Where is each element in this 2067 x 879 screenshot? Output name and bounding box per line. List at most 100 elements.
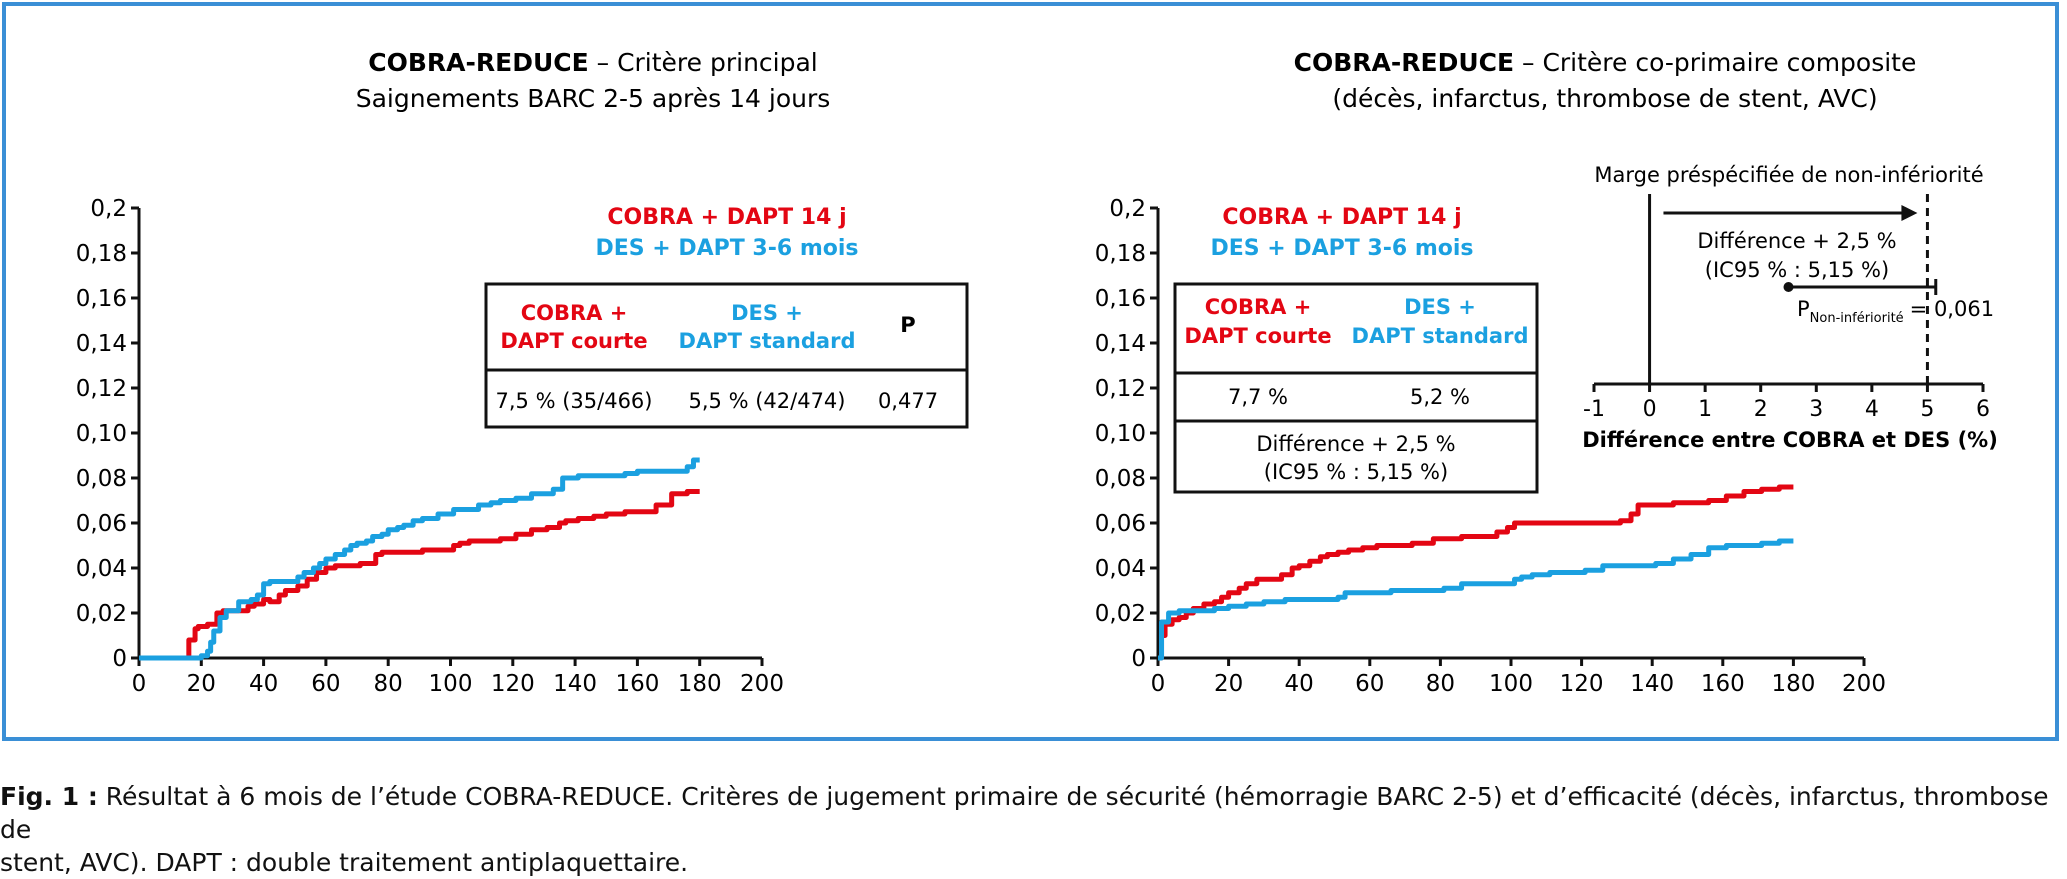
caption-line-1: Fig. 1 : Résultat à 6 mois de l’étude CO… [0, 780, 2067, 846]
inset-title: Marge préspécifiée de non-infériorité [1594, 163, 1983, 187]
x-tick-label: 120 [491, 671, 535, 697]
chart-right: COBRA-REDUCE – Critère co-primaire compo… [1095, 48, 1917, 697]
caption-label: Fig. 1 : [0, 782, 98, 811]
left-series-group [139, 457, 700, 661]
x-tick-label: 20 [187, 671, 216, 697]
chart-left: COBRA-REDUCE – Critère principal Saignem… [76, 48, 969, 697]
inset-p-label: PNon-infériorité = 0,061 [1797, 297, 1994, 326]
right-legend-cobra: COBRA + DAPT 14 j [1222, 205, 1461, 230]
figure-frame [2, 2, 2059, 741]
y-tick-label: 0,14 [1095, 331, 1146, 357]
left-table-header-cobra-2: DAPT courte [500, 329, 647, 353]
arrow-right-icon [1901, 205, 1918, 221]
x-tick-label: 20 [1214, 671, 1243, 697]
right-table-header-des-2: DAPT standard [1352, 324, 1529, 348]
x-tick-label: 80 [374, 671, 403, 697]
right-legend-des: DES + DAPT 3-6 mois [1210, 236, 1473, 261]
right-series-group [1158, 484, 1794, 661]
inset-x-axis: -1 0 1 2 3 4 5 6 [1583, 194, 1990, 422]
left-table-header-des-1: DES + [731, 301, 803, 325]
y-tick-label: 0,16 [1095, 286, 1146, 312]
x-tick-label: 40 [1285, 671, 1314, 697]
left-series-blue [139, 457, 700, 661]
y-tick-label: 0,04 [76, 556, 127, 582]
x-tick-label: 60 [311, 671, 340, 697]
y-tick-label: 0,06 [76, 511, 127, 537]
y-tick-label: 0 [112, 646, 127, 672]
left-series-red [139, 489, 700, 661]
y-tick-label: 0,02 [76, 601, 127, 627]
x-tick-label: 180 [1771, 671, 1815, 697]
inset-x-tick-label: 4 [1865, 397, 1879, 422]
right-results-table: COBRA + DAPT courte DES + DAPT standard … [1173, 282, 1539, 494]
right-table-header-des-1: DES + [1404, 295, 1476, 319]
figure-svg: COBRA-REDUCE – Critère principal Saignem… [76, 48, 1998, 697]
x-tick-label: 180 [678, 671, 722, 697]
y-tick-label: 0,18 [76, 241, 127, 267]
y-tick-label: 0,04 [1095, 556, 1146, 582]
x-tick-label: 100 [1489, 671, 1533, 697]
y-tick-label: 0,08 [76, 466, 127, 492]
right-table-diff-2: (IC95 % : 5,15 %) [1264, 460, 1448, 484]
left-table-cell-cobra: 7,5 % (35/466) [496, 389, 653, 413]
left-table-header-p: P [900, 313, 915, 337]
right-table-header-cobra-1: COBRA + [1205, 295, 1312, 319]
right-series-red [1158, 484, 1794, 661]
inset-x-tick-label: -1 [1583, 397, 1605, 422]
y-tick-label: 0,12 [1095, 376, 1146, 402]
chart-left-title: COBRA-REDUCE – Critère principal [368, 48, 818, 77]
left-table-header-cobra-1: COBRA + [521, 301, 628, 325]
x-tick-label: 160 [615, 671, 659, 697]
left-table-cell-des: 5,5 % (42/474) [689, 389, 846, 413]
inset-x-tick-label: 0 [1643, 397, 1657, 422]
x-tick-label: 160 [1701, 671, 1745, 697]
right-y-axis: 0 0,02 0,04 0,06 0,08 0,10 0,12 0,14 0,16 0,18 0,2 [1095, 196, 1160, 672]
y-tick-label: 0,08 [1095, 466, 1146, 492]
y-tick-label: 0,06 [1095, 511, 1146, 537]
inset-x-tick-label: 6 [1976, 397, 1990, 422]
noninferiority-inset: Marge préspécifiée de non-infériorité -1… [1582, 163, 1998, 452]
y-tick-label: 0,10 [1095, 421, 1146, 447]
inset-xlabel: Différence entre COBRA et DES (%) [1582, 428, 1998, 452]
x-tick-label: 40 [249, 671, 278, 697]
chart-right-title: COBRA-REDUCE – Critère co-primaire compo… [1294, 48, 1917, 77]
chart-right-subtitle: (décès, infarctus, thrombose de stent, A… [1332, 84, 1877, 113]
left-y-axis: 0 0,02 0,04 0,06 0,08 0,10 0,12 0,14 0,16 0,18 0,2 [76, 196, 141, 672]
left-legend-cobra: COBRA + DAPT 14 j [607, 205, 846, 230]
y-tick-label: 0,14 [76, 331, 127, 357]
y-tick-label: 0,2 [1109, 196, 1146, 222]
x-tick-label: 0 [1151, 671, 1166, 697]
caption-text-1: Résultat à 6 mois de l’étude COBRA-REDUC… [0, 782, 2049, 844]
y-tick-label: 0,10 [76, 421, 127, 447]
inset-x-tick-label: 5 [1920, 397, 1934, 422]
left-table-border [484, 282, 969, 429]
x-tick-label: 200 [1842, 671, 1886, 697]
left-results-table: COBRA + DAPT courte DES + DAPT standard … [484, 282, 969, 429]
inset-x-tick-label: 3 [1809, 397, 1823, 422]
right-table-border [1173, 282, 1539, 494]
y-tick-label: 0,02 [1095, 601, 1146, 627]
left-table-header-des-2: DAPT standard [679, 329, 856, 353]
inset-diff-line2: (IC95 % : 5,15 %) [1705, 258, 1889, 282]
x-tick-label: 140 [1630, 671, 1674, 697]
left-legend-des: DES + DAPT 3-6 mois [595, 236, 858, 261]
inset-point-estimate [1783, 282, 1794, 292]
x-tick-label: 200 [740, 671, 784, 697]
inset-diff-line1: Différence + 2,5 % [1697, 229, 1896, 253]
x-tick-label: 80 [1426, 671, 1455, 697]
y-tick-label: 0,12 [76, 376, 127, 402]
y-tick-label: 0,18 [1095, 241, 1146, 267]
x-tick-label: 0 [132, 671, 147, 697]
right-table-cell-des: 5,2 % [1410, 385, 1470, 409]
left-x-axis: 0 20 40 60 80 100 120 140 160 180 200 [132, 656, 784, 697]
y-tick-label: 0,16 [76, 286, 127, 312]
right-x-axis: 0 20 40 60 80 100 120 140 160 180 200 [1151, 656, 1886, 697]
x-tick-label: 60 [1355, 671, 1384, 697]
caption-line-2: stent, AVC). DAPT : double traitement an… [0, 848, 689, 877]
right-series-blue [1158, 538, 1794, 661]
y-tick-label: 0 [1131, 646, 1146, 672]
figure-caption: Fig. 1 : Résultat à 6 mois de l’étude CO… [0, 780, 2067, 879]
inset-x-tick-label: 1 [1698, 397, 1712, 422]
chart-left-subtitle: Saignements BARC 2-5 après 14 jours [356, 84, 831, 113]
left-table-cell-p: 0,477 [878, 389, 938, 413]
